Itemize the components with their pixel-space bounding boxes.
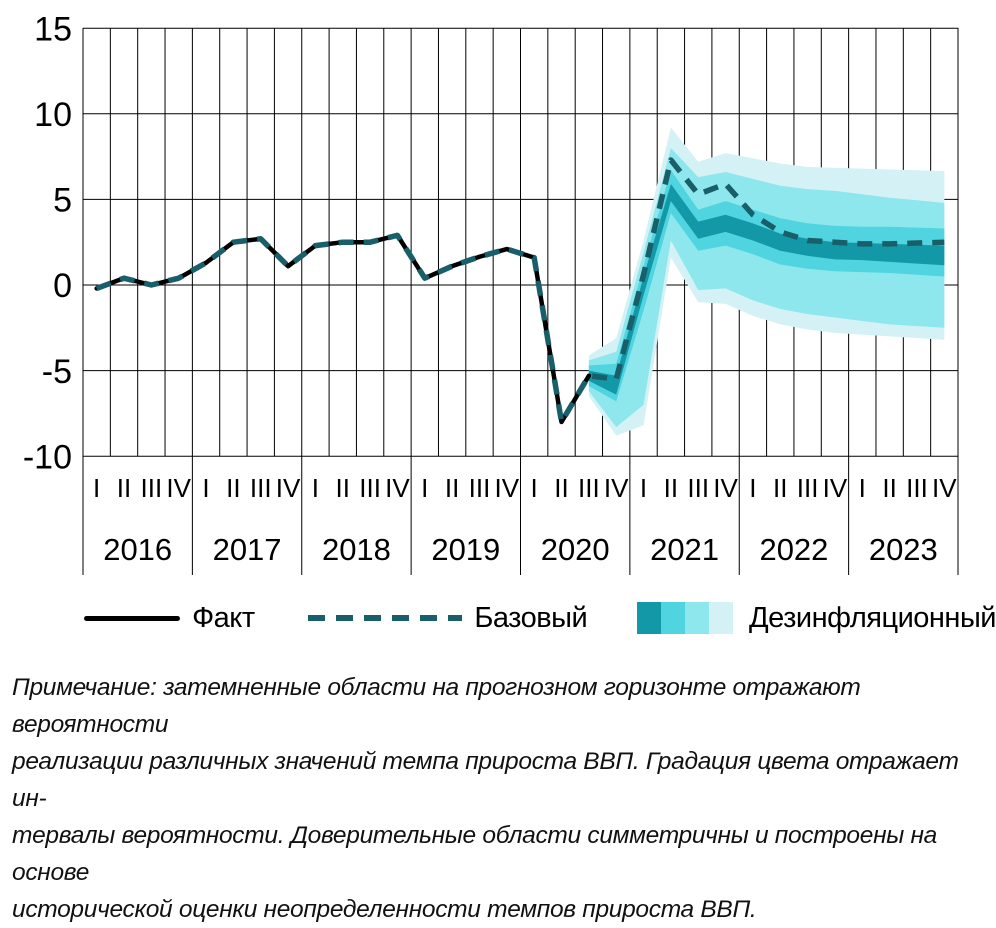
quarter-tick-label: II: [882, 473, 896, 503]
year-tick-label: 2017: [213, 532, 282, 567]
baseline-dashed-line: [95, 157, 945, 425]
scenario-swatch-cell-outer: [708, 602, 733, 634]
fact-legend-label: Факт: [192, 601, 255, 634]
scenario-swatch-cell-medium: [660, 602, 685, 634]
fan-band-medium: [588, 170, 945, 402]
quarter-tick-label: IV: [385, 473, 410, 503]
year-tick-label: 2016: [103, 532, 172, 567]
year-tick-label: 2019: [431, 532, 500, 567]
year-tick-label: 2021: [650, 532, 719, 567]
scenario-fan-bands: [588, 127, 945, 436]
year-tick-label: 2023: [869, 532, 938, 567]
y-tick-label: 0: [53, 267, 72, 305]
y-tick-label: 5: [53, 182, 72, 220]
note-line: реализации различных значений темпа прир…: [12, 748, 959, 812]
quarter-tick-label: III: [359, 473, 381, 503]
scenario-swatch-cell-dark: [636, 602, 661, 634]
y-tick-label: -5: [42, 353, 72, 391]
quarter-tick-label: II: [664, 473, 678, 503]
baseline-dash-swatch: [307, 615, 463, 621]
quarter-tick-label: I: [749, 473, 756, 503]
quarter-tick-label: IV: [823, 473, 848, 503]
quarter-tick-label: II: [554, 473, 568, 503]
baseline-legend-label: Базовый: [474, 601, 588, 634]
note-line: исторической оценки неопределенности тем…: [12, 896, 757, 923]
y-tick-label: 10: [34, 96, 72, 134]
year-tick-label: 2018: [322, 532, 391, 567]
quarter-tick-label: IV: [932, 473, 957, 503]
quarter-tick-label: III: [141, 473, 163, 503]
quarter-tick-label: I: [859, 473, 866, 503]
quarter-tick-label: II: [117, 473, 131, 503]
quarter-tick-label: II: [226, 473, 240, 503]
quarter-tick-label: III: [687, 473, 709, 503]
quarter-tick-label: I: [93, 473, 100, 503]
fact-line: [94, 233, 592, 425]
quarter-tick-label: II: [336, 473, 350, 503]
quarter-tick-label: III: [469, 473, 491, 503]
quarter-tick-label: I: [202, 473, 209, 503]
quarter-tick-label: I: [640, 473, 647, 503]
quarter-tick-label: IV: [604, 473, 629, 503]
quarter-tick-label: III: [797, 473, 819, 503]
quarter-tick-label: IV: [495, 473, 520, 503]
note-line: Примечание: затемненные области на прогн…: [12, 674, 861, 738]
quarter-tick-label: III: [250, 473, 272, 503]
y-tick-label: 15: [34, 10, 72, 48]
quarter-tick-label: IV: [166, 473, 191, 503]
quarter-tick-label: I: [421, 473, 428, 503]
scenario-swatch-cell-light: [684, 602, 709, 634]
quarter-tick-label: III: [578, 473, 600, 503]
year-tick-label: 2022: [759, 532, 828, 567]
quarter-tick-label: II: [773, 473, 787, 503]
quarter-tick-label: III: [906, 473, 928, 503]
y-tick-label: -10: [23, 438, 72, 476]
quarter-tick-label: IV: [276, 473, 301, 503]
scenario-gradient-swatch: [636, 602, 733, 634]
fact-line-swatch: [84, 615, 181, 621]
year-tick-label: 2020: [541, 532, 610, 567]
gdp-fan-chart-figure: 15 10 5 0 -5 -10 I II III IV 2016 I II III IV 2017 I II II…: [12, 10, 996, 923]
chart-legend: Факт Базовый Дезинфляционный: [84, 595, 996, 641]
scenario-legend-label: Дезинфляционный: [748, 601, 996, 634]
chart-note: Примечание: затемненные области на прогн…: [12, 669, 982, 928]
quarter-tick-label: II: [445, 473, 459, 503]
quarter-tick-label: I: [312, 473, 319, 503]
quarter-tick-label: IV: [713, 473, 738, 503]
quarter-tick-label: I: [531, 473, 538, 503]
note-line: тервалы вероятности. Доверительные облас…: [12, 822, 938, 886]
